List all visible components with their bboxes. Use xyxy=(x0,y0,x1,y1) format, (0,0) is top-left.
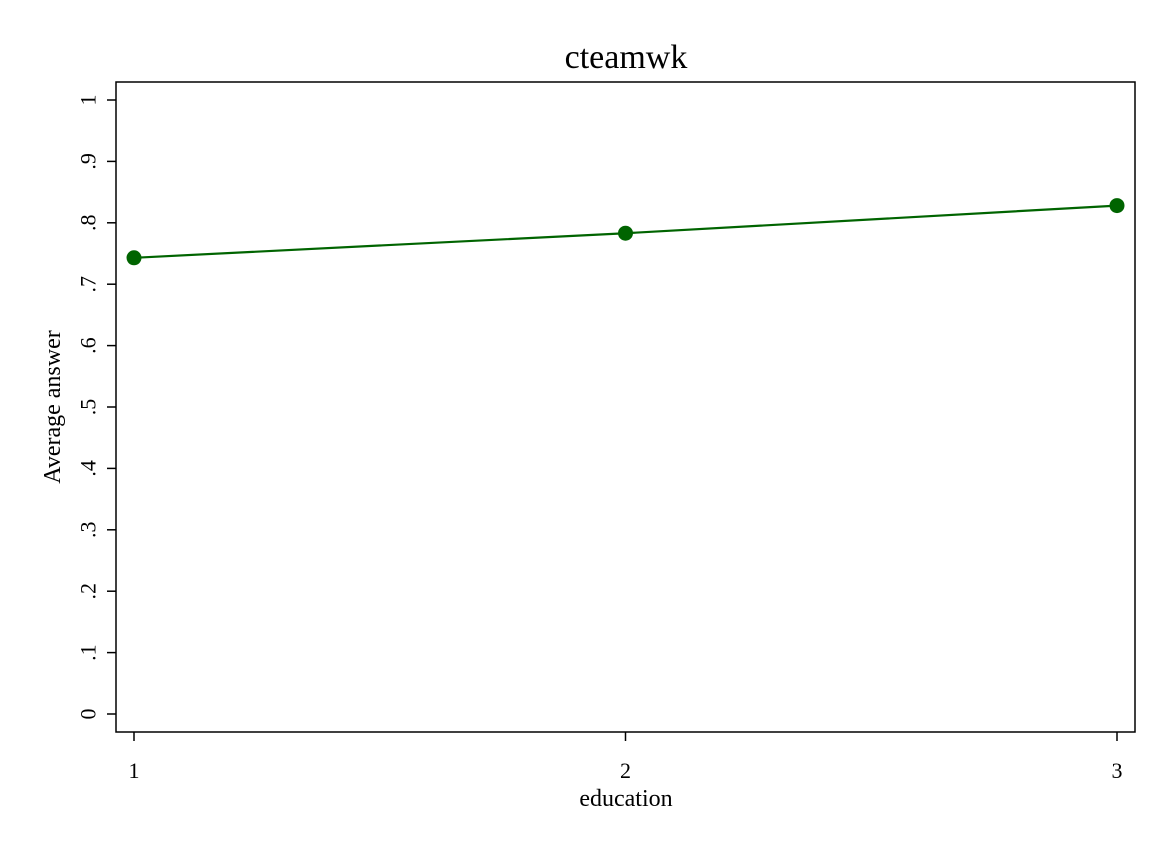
y-tick-label: .6 xyxy=(76,337,101,354)
y-tick-label: 1 xyxy=(76,95,101,106)
y-tick-label: .3 xyxy=(76,522,101,539)
x-axis-title: education xyxy=(579,786,672,812)
data-point xyxy=(618,225,633,241)
plot-frame xyxy=(115,81,1136,733)
y-tick-label: .9 xyxy=(76,153,101,170)
x-tick-label: 2 xyxy=(620,758,631,783)
y-tick-label: .4 xyxy=(76,460,101,477)
series-layer xyxy=(126,198,1125,266)
y-tick-label: 0 xyxy=(76,709,101,720)
x-axis: 1 2 3 xyxy=(129,732,1123,783)
data-point xyxy=(1109,198,1125,214)
y-axis-title: Average answer xyxy=(40,330,66,483)
data-point xyxy=(126,250,142,266)
y-tick-label: .1 xyxy=(76,644,101,661)
y-tick-label: .7 xyxy=(76,276,101,293)
y-tick-label: .5 xyxy=(76,399,101,416)
y-axis: 0 .1 .2 .3 .4 .5 .6 .7 .8 .9 1 xyxy=(76,95,116,720)
y-tick-label: .8 xyxy=(76,215,101,232)
y-tick-label: .2 xyxy=(76,583,101,600)
x-tick-label: 1 xyxy=(129,758,140,783)
x-tick-label: 3 xyxy=(1112,758,1123,783)
chart-title: cteamwk xyxy=(565,39,688,76)
